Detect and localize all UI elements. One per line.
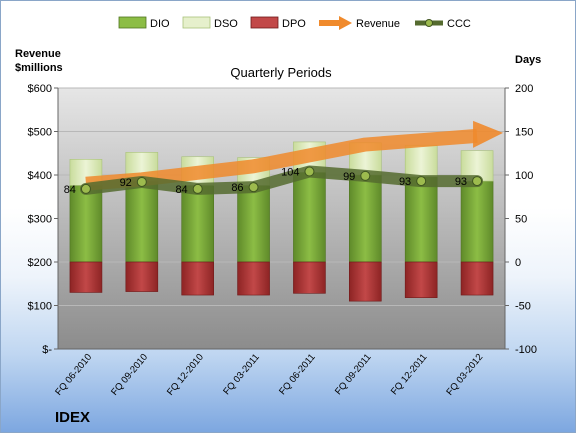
x-tick-label: FQ 12-2010 [165, 352, 206, 398]
right-tick-label: -50 [515, 301, 531, 313]
x-tick-label: FQ 03-2011 [221, 352, 262, 397]
legend-arrowhead-revenue [339, 16, 352, 30]
legend-label-dso: DSO [214, 18, 238, 30]
left-tick-label: $100 [28, 301, 52, 313]
legend-marker-ccc [425, 19, 433, 27]
bar-dio [69, 185, 103, 263]
ccc-line [79, 165, 484, 195]
ccc-point [360, 170, 371, 181]
bar-dio [460, 180, 494, 263]
company-name: IDEX [55, 409, 90, 426]
data-labels: 84 92 84 86 104 99 93 93 [64, 167, 467, 196]
legend-swatch-dso [182, 16, 211, 29]
legend: DIO DSO DPO Revenue CCC [118, 16, 471, 30]
legend-label-dio: DIO [150, 18, 170, 30]
legend-label-revenue: Revenue [356, 18, 400, 30]
chart-title: Quarterly Periods [230, 65, 332, 80]
ccc-data-label: 84 [64, 184, 76, 196]
left-tick-label: $- [42, 344, 52, 356]
ccc-point [192, 183, 203, 194]
bar-dio [293, 172, 326, 263]
bar-dio [125, 180, 159, 263]
right-tick-label: 150 [515, 127, 533, 139]
x-tick-label: FQ 03-2012 [444, 352, 485, 398]
ccc-data-label: 93 [455, 176, 467, 188]
ccc-data-label: 93 [399, 176, 411, 188]
right-tick-label: 0 [515, 257, 521, 269]
bar-dpo [181, 261, 214, 296]
left-tick-label: $400 [28, 170, 52, 182]
left-tick-label: $200 [28, 257, 52, 269]
ccc-point [416, 176, 427, 187]
ccc-data-label: 104 [281, 167, 299, 179]
ccc-series-line [79, 165, 484, 195]
ccc-point [80, 183, 91, 194]
legend-label-ccc: CCC [447, 18, 471, 30]
legend-swatch-dpo [250, 16, 279, 29]
right-tick-label: -100 [515, 344, 537, 356]
bars [69, 141, 494, 302]
bar-dso [404, 145, 438, 178]
right-tick-label: 100 [515, 170, 533, 182]
bar-dpo [125, 261, 159, 292]
right-tick-label: 50 [515, 214, 527, 226]
x-tick-label: FQ 06-2010 [53, 352, 94, 398]
ccc-data-label: 84 [175, 184, 187, 196]
right-tick-label: 200 [515, 83, 533, 95]
left-tick-label: $300 [28, 214, 52, 226]
ccc-point [304, 166, 315, 177]
ccc-point [136, 176, 147, 187]
ccc-data-label: 99 [343, 171, 355, 183]
ccc-point [248, 182, 259, 193]
ccc-point [472, 176, 483, 187]
bar-dio [237, 185, 270, 263]
x-tick-label: FQ 06-2011 [277, 352, 318, 397]
bar-dpo [69, 261, 103, 293]
x-tick-label: FQ 09-2011 [333, 352, 374, 397]
bar-dio [181, 185, 214, 263]
ccc-data-label: 86 [231, 182, 243, 194]
left-tick-label: $500 [28, 127, 52, 139]
bar-dpo [349, 261, 382, 302]
bar-dio [404, 176, 438, 263]
left-axis-label: Revenue $millions [15, 48, 63, 74]
right-axis-label: Days [515, 54, 541, 66]
x-tick-label: FQ 12-2011 [389, 352, 430, 397]
left-tick-label: $600 [28, 83, 52, 95]
bar-dpo [460, 261, 494, 296]
ccc-data-label: 92 [120, 177, 132, 189]
bar-dpo [404, 261, 438, 298]
legend-swatch-dio [118, 16, 147, 29]
revenue-arrowhead [473, 120, 504, 148]
bar-dpo [293, 261, 326, 294]
x-tick-label: FQ 09-2010 [109, 352, 150, 398]
legend-label-dpo: DPO [282, 18, 306, 30]
bar-dio [349, 174, 382, 263]
bar-dpo [237, 261, 270, 296]
